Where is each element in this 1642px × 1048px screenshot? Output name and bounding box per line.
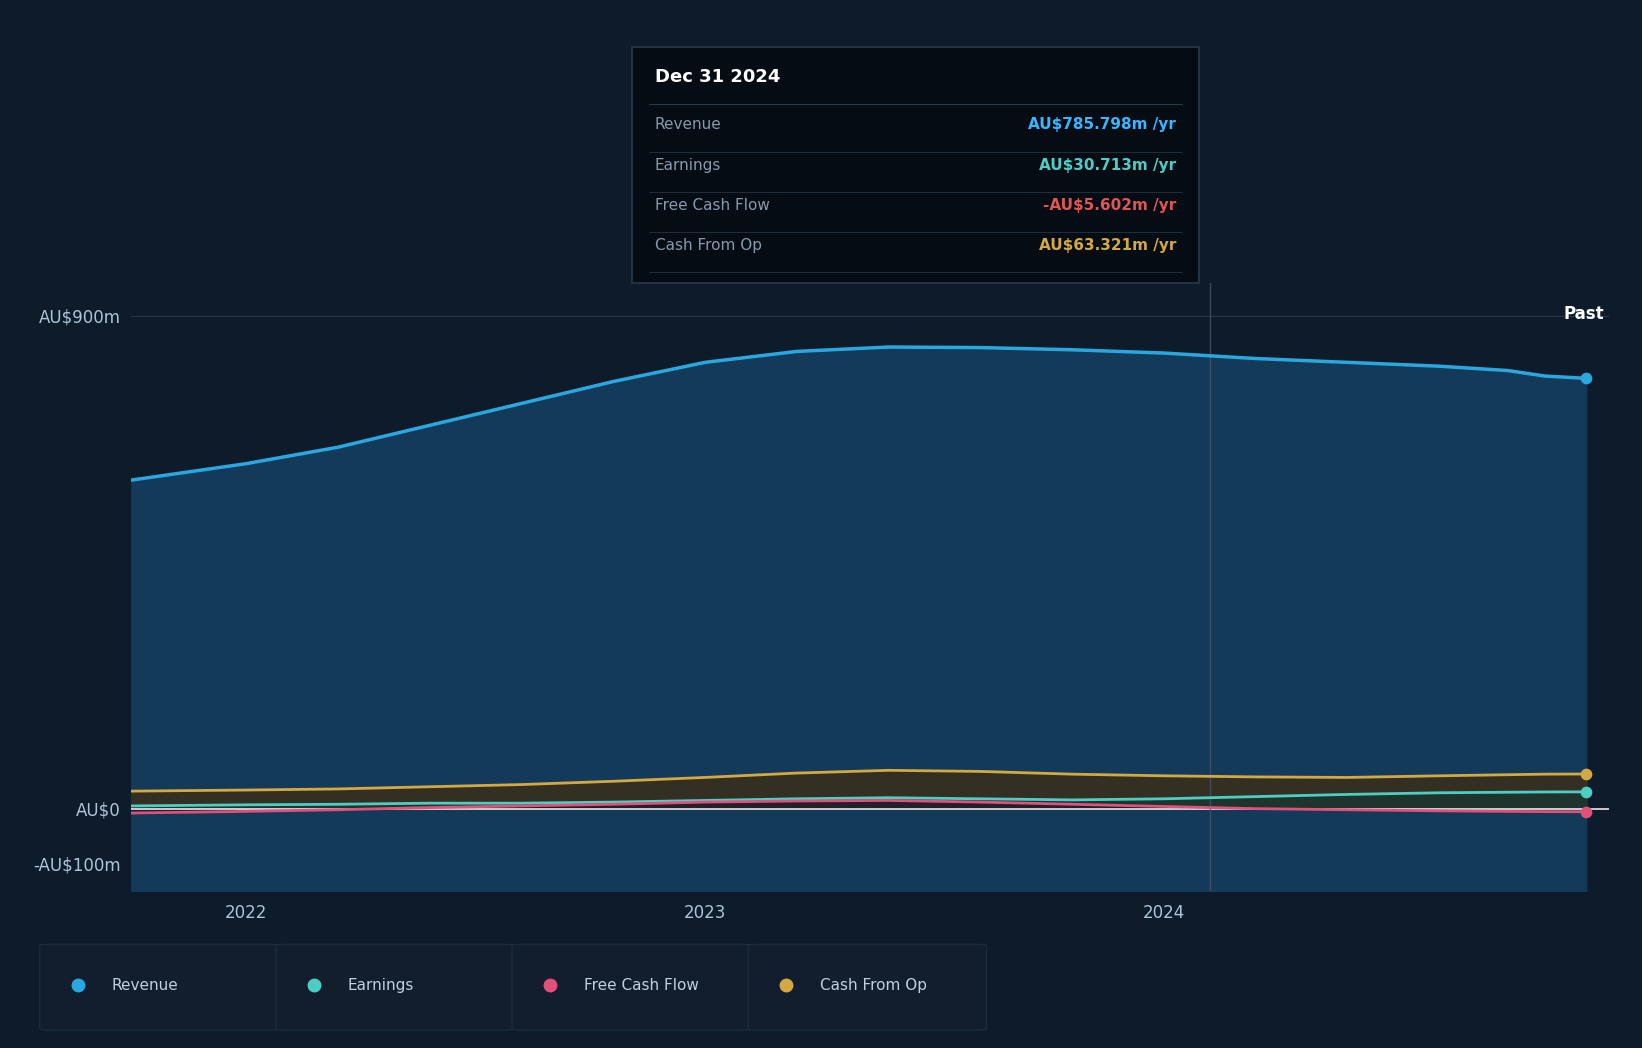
FancyBboxPatch shape	[512, 944, 750, 1030]
Text: Dec 31 2024: Dec 31 2024	[655, 68, 780, 86]
Text: AU$63.321m /yr: AU$63.321m /yr	[1039, 238, 1176, 253]
Text: Past: Past	[1563, 305, 1604, 323]
Text: AU$785.798m /yr: AU$785.798m /yr	[1028, 117, 1176, 132]
Text: Revenue: Revenue	[112, 978, 177, 992]
Text: Earnings: Earnings	[655, 157, 721, 173]
FancyBboxPatch shape	[39, 944, 277, 1030]
Text: AU$30.713m /yr: AU$30.713m /yr	[1039, 157, 1176, 173]
Text: Free Cash Flow: Free Cash Flow	[583, 978, 698, 992]
Point	[1573, 784, 1599, 801]
Text: Revenue: Revenue	[655, 117, 721, 132]
Text: Earnings: Earnings	[348, 978, 414, 992]
FancyBboxPatch shape	[276, 944, 514, 1030]
Point	[1573, 766, 1599, 783]
Text: -AU$5.602m /yr: -AU$5.602m /yr	[1043, 198, 1176, 213]
Point	[1573, 804, 1599, 821]
Text: Free Cash Flow: Free Cash Flow	[655, 198, 770, 213]
Text: Cash From Op: Cash From Op	[655, 238, 762, 253]
FancyBboxPatch shape	[749, 944, 987, 1030]
Text: Cash From Op: Cash From Op	[819, 978, 926, 992]
FancyBboxPatch shape	[632, 47, 1199, 283]
Point	[1573, 370, 1599, 387]
